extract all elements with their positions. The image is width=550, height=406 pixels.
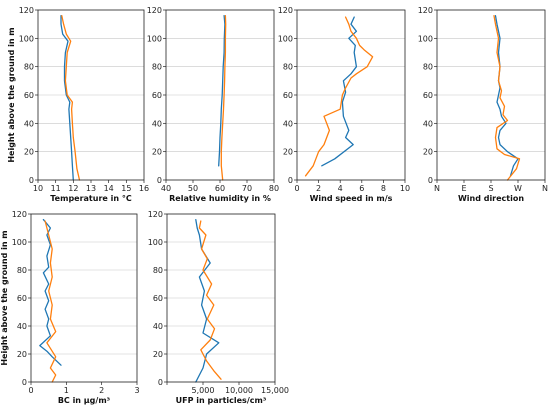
series-line-1: [218, 15, 226, 167]
y-tick-label: 20: [152, 148, 162, 157]
y-tick-label: 120: [278, 6, 293, 15]
x-tick-label: 8: [381, 184, 386, 193]
x-axis-label: BC in µg/m³: [58, 396, 111, 405]
x-tick-label: 2: [99, 386, 104, 395]
y-tick-label: 40: [24, 119, 34, 128]
y-tick-label: 0: [158, 378, 163, 387]
x-tick-label: 10: [33, 184, 43, 193]
y-tick-label: 60: [17, 294, 27, 303]
x-tick-label: N: [542, 184, 548, 193]
series-line-2: [493, 15, 521, 181]
y-tick-label: 20: [153, 350, 163, 359]
y-tick-label: 40: [153, 322, 163, 331]
x-tick-label: 13: [86, 184, 96, 193]
y-tick-label: 100: [278, 34, 293, 43]
series-line-1: [195, 218, 220, 383]
x-tick-label: 6: [359, 184, 364, 193]
x-tick-label: 1: [64, 386, 69, 395]
y-tick-label: 100: [148, 238, 163, 247]
y-axis-label: Height above the ground in m: [7, 27, 16, 162]
x-tick-label: 15,000: [261, 386, 289, 395]
y-tick-label: 80: [283, 63, 293, 72]
series-line-1: [60, 15, 74, 181]
y-axis-label: Height above the ground in m: [0, 230, 9, 365]
y-tick-label: 40: [423, 119, 433, 128]
y-tick-label: 60: [152, 91, 162, 100]
y-tick-label: 40: [17, 322, 27, 331]
x-tick-label: 10,000: [225, 386, 253, 395]
x-tick-label: 4: [338, 184, 343, 193]
chart-panel-1: 0 20 40 60 80 100 120 10 11 12 13 14 15 16 Temperature…: [7, 6, 149, 203]
x-tick-label: 60: [215, 184, 225, 193]
x-tick-label: 16: [139, 184, 149, 193]
y-tick-label: 0: [157, 176, 162, 185]
series-line-1: [321, 16, 358, 167]
y-tick-label: 60: [24, 91, 34, 100]
y-tick-label: 120: [148, 210, 163, 219]
x-tick-label: 2: [316, 184, 321, 193]
y-tick-label: 120: [12, 210, 27, 219]
x-axis-label: Temperature in °C: [50, 194, 132, 203]
y-tick-label: 20: [423, 148, 433, 157]
x-axis-label: Wind speed in m/s: [310, 194, 393, 203]
x-tick-label: 12: [68, 184, 78, 193]
x-tick-label: N: [434, 184, 440, 193]
y-tick-label: 80: [152, 63, 162, 72]
x-tick-label: 11: [51, 184, 61, 193]
x-tick-label: 3: [134, 386, 139, 395]
x-tick-label: 70: [242, 184, 252, 193]
y-tick-label: 60: [283, 91, 293, 100]
chart-panel-3: 0 20 40 60 80 100 120 0 2 4 6 8 10 Wind speed in m/s: [278, 6, 410, 203]
y-tick-label: 80: [153, 266, 163, 275]
y-tick-label: 0: [428, 176, 433, 185]
series-line-2: [61, 15, 81, 181]
x-tick-label: E: [461, 184, 466, 193]
series-line-2: [220, 15, 227, 181]
chart-panel-5: 0 20 40 60 80 100 120 0 1 2 3 BC in µg/m³ Height abo…: [0, 210, 140, 405]
y-tick-label: 100: [12, 238, 27, 247]
y-tick-label: 100: [19, 34, 34, 43]
x-tick-label: 40: [161, 184, 171, 193]
y-tick-label: 0: [29, 176, 34, 185]
y-tick-label: 100: [418, 34, 433, 43]
x-axis-label: Relative humidity in %: [169, 194, 271, 203]
x-tick-label: 50: [188, 184, 198, 193]
y-tick-label: 40: [152, 119, 162, 128]
series-line-2: [44, 220, 57, 383]
series-line-2: [198, 220, 222, 380]
y-tick-label: 20: [283, 148, 293, 157]
x-tick-label: S: [488, 184, 493, 193]
x-tick-label: 5,000: [192, 386, 215, 395]
y-tick-label: 120: [19, 6, 34, 15]
x-axis-label: Wind direction: [458, 194, 524, 203]
series-line-2: [304, 16, 374, 177]
y-tick-label: 40: [283, 119, 293, 128]
x-tick-label: 10: [400, 184, 410, 193]
x-tick-label: W: [514, 184, 522, 193]
y-tick-label: 20: [24, 148, 34, 157]
x-tick-label: 0: [294, 184, 299, 193]
y-tick-label: 80: [423, 63, 433, 72]
y-tick-label: 20: [17, 350, 27, 359]
y-tick-label: 60: [423, 91, 433, 100]
y-tick-label: 120: [418, 6, 433, 15]
y-tick-label: 120: [147, 6, 162, 15]
x-tick-label: 80: [269, 184, 279, 193]
x-tick-label: 14: [104, 184, 114, 193]
x-tick-label: 15: [121, 184, 131, 193]
x-tick-label: 0: [28, 386, 33, 395]
y-tick-label: 0: [288, 176, 293, 185]
y-tick-label: 0: [22, 378, 27, 387]
y-tick-label: 100: [147, 34, 162, 43]
y-tick-label: 80: [17, 266, 27, 275]
series-line-1: [494, 15, 519, 177]
y-tick-label: 60: [153, 294, 163, 303]
chart-panel-4: 0 20 40 60 80 100 120 N E S W N Wind direction: [418, 6, 548, 203]
y-tick-label: 80: [24, 63, 34, 72]
series-line-1: [39, 218, 62, 366]
x-axis-label: UFP in particles/cm³: [176, 396, 267, 405]
